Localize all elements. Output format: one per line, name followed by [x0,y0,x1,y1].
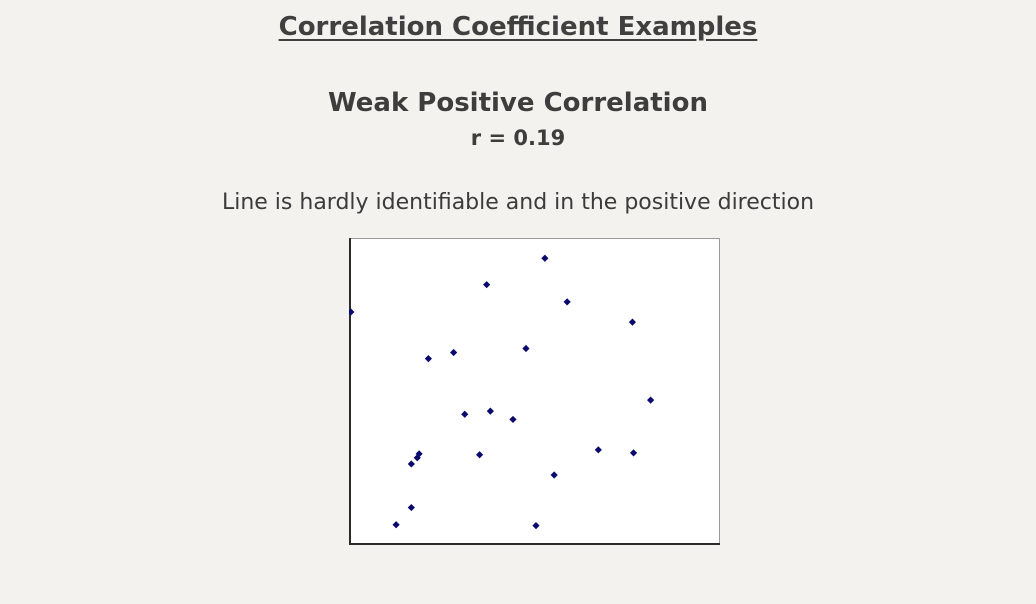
data-point-11 [483,281,491,289]
chart-title: Weak Positive Correlation [328,88,708,118]
data-point-20 [628,318,637,326]
data-point-2 [392,521,400,529]
page-title: Correlation Coefficient Examples [278,12,758,42]
data-point-13 [509,415,517,424]
data-point-7 [424,355,432,363]
data-point-15 [532,522,540,530]
data-point-22 [647,396,655,404]
scatter-plot-svg [349,238,720,545]
data-point-3 [407,503,415,512]
data-point-12 [486,407,494,415]
data-point-16 [541,254,549,262]
correlation-value: r = 0.19 [470,126,566,150]
chart-description: Line is hardly identifiable and in the p… [221,190,815,215]
scatter-plot [349,238,720,545]
data-point-1 [349,308,355,316]
plot-area [349,238,720,545]
data-point-10 [475,451,484,459]
data-point-4 [407,460,415,468]
